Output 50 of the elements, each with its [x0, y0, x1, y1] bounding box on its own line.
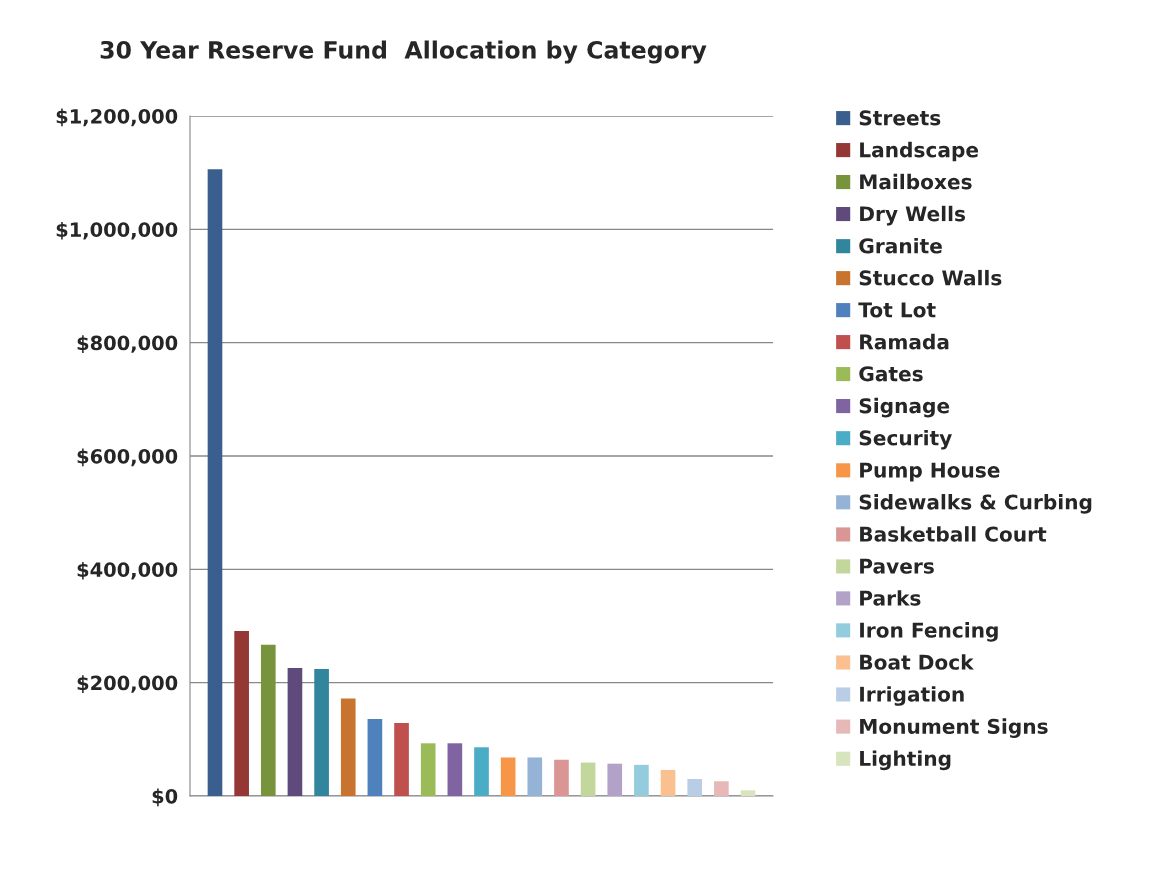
legend-label: Monument Signs [860, 718, 1048, 739]
legend-label: Pavers [860, 558, 934, 574]
bar [474, 747, 489, 796]
bar [500, 757, 516, 796]
bar [394, 722, 409, 796]
legend-label: Landscape [860, 141, 979, 162]
bar [714, 781, 729, 796]
legend-label: Basketball Court [860, 526, 1047, 542]
bar [447, 743, 463, 796]
y-tick-label: $1,200,000 [56, 108, 178, 127]
y-tick-label: $0 [152, 788, 178, 807]
bar [287, 667, 303, 796]
legend-label: Dry Wells [860, 205, 966, 226]
y-tick-label: $400,000 [77, 561, 178, 580]
legend-label: Mailboxes [860, 173, 972, 190]
y-tick-label: $1,000,000 [56, 221, 178, 240]
y-tick-label: $600,000 [77, 448, 178, 467]
legend-label: Gates [859, 366, 923, 382]
bar [607, 763, 623, 796]
bar [367, 718, 383, 796]
legend-label: Granite [859, 237, 942, 254]
bar [527, 757, 543, 796]
bar [660, 769, 676, 796]
legend-label: Pump House [860, 462, 1000, 482]
legend-label: Stucco Walls [859, 269, 1002, 286]
bar [340, 698, 356, 796]
y-tick-label: $200,000 [77, 675, 178, 693]
legend-label: Ramada [860, 333, 949, 350]
legend-label: Lighting [860, 750, 951, 771]
legend-label: Signage [859, 397, 950, 418]
bar [207, 169, 223, 796]
legend-label: Parks [860, 590, 921, 606]
bar [314, 669, 329, 796]
legend-label: Boat Dock [860, 654, 974, 670]
legend-label: Iron Fencing [860, 622, 998, 642]
legend-label: Security [859, 429, 952, 450]
legend-label: Sidewalks & Curbing [859, 494, 1092, 514]
bar [687, 779, 703, 796]
bar [580, 762, 596, 796]
y-tick-label: $800,000 [77, 335, 178, 353]
bar [554, 759, 569, 796]
legend-label: Irrigation [860, 686, 964, 706]
bar [634, 764, 649, 796]
bar [420, 743, 436, 796]
chart-title: 30 Year Reserve Fund Allocation by Category [100, 40, 707, 64]
bar [740, 790, 756, 796]
bar [260, 644, 276, 796]
legend-label: Tot Lot [858, 302, 936, 318]
legend-label: Streets [859, 110, 941, 126]
bar [234, 631, 249, 796]
